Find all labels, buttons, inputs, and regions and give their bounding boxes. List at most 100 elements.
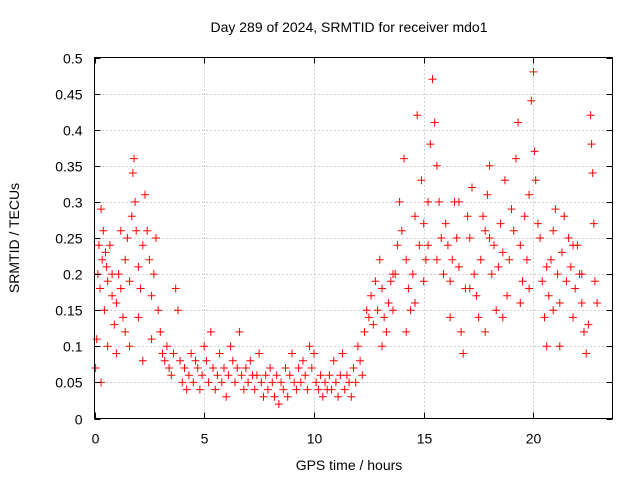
data-point bbox=[584, 320, 593, 329]
data-point bbox=[514, 118, 523, 127]
data-point bbox=[511, 154, 520, 163]
data-point bbox=[360, 327, 369, 336]
y-tick-label: 0.05 bbox=[55, 375, 82, 391]
data-point bbox=[294, 364, 303, 372]
data-point bbox=[119, 313, 127, 322]
data-point bbox=[136, 284, 145, 293]
data-point bbox=[351, 378, 360, 387]
data-point bbox=[362, 306, 371, 315]
data-point bbox=[421, 255, 430, 264]
data-point bbox=[432, 161, 441, 170]
data-point bbox=[255, 349, 264, 358]
data-point bbox=[259, 392, 268, 401]
data-point bbox=[551, 205, 560, 214]
data-point bbox=[380, 313, 389, 322]
data-point bbox=[481, 327, 490, 336]
data-point bbox=[485, 161, 494, 170]
data-point bbox=[134, 313, 143, 322]
data-point bbox=[285, 371, 294, 380]
data-point bbox=[389, 306, 397, 315]
data-point bbox=[147, 335, 156, 344]
data-point bbox=[522, 255, 531, 264]
data-point bbox=[386, 277, 395, 286]
data-point bbox=[222, 392, 231, 401]
data-point bbox=[507, 205, 516, 214]
data-point bbox=[149, 270, 158, 279]
data-point bbox=[454, 197, 463, 206]
data-point bbox=[167, 371, 176, 380]
data-point bbox=[152, 234, 160, 242]
data-point bbox=[353, 342, 362, 351]
data-point bbox=[441, 219, 450, 228]
chart-title: Day 289 of 2024, SRMTID for receiver mdo… bbox=[210, 19, 487, 35]
data-point bbox=[130, 154, 138, 163]
data-point bbox=[470, 270, 479, 279]
data-point bbox=[424, 197, 433, 206]
data-point bbox=[101, 248, 110, 257]
data-point bbox=[593, 299, 602, 307]
data-point bbox=[459, 349, 468, 358]
data-point bbox=[454, 262, 463, 271]
data-point bbox=[446, 313, 455, 322]
data-point bbox=[270, 392, 279, 401]
data-point bbox=[301, 371, 310, 380]
x-tick-label: 10 bbox=[307, 431, 323, 447]
data-point bbox=[134, 262, 143, 271]
data-point bbox=[94, 241, 103, 250]
data-point bbox=[147, 291, 156, 300]
data-point bbox=[191, 356, 200, 365]
y-tick-label: 0.35 bbox=[55, 159, 82, 175]
data-point bbox=[590, 277, 599, 286]
data-point bbox=[154, 306, 163, 315]
data-point bbox=[220, 364, 228, 372]
data-point bbox=[397, 226, 406, 235]
data-point bbox=[169, 349, 178, 358]
data-point bbox=[542, 342, 551, 351]
data-point bbox=[162, 342, 171, 351]
data-point bbox=[555, 299, 564, 307]
data-point bbox=[520, 212, 529, 221]
data-point bbox=[158, 349, 167, 358]
data-point bbox=[178, 378, 187, 387]
data-point bbox=[448, 255, 457, 264]
data-point bbox=[485, 234, 494, 242]
data-point bbox=[138, 241, 147, 250]
x-tick-label: 5 bbox=[201, 431, 209, 447]
data-point bbox=[244, 378, 253, 387]
data-point bbox=[411, 212, 419, 221]
data-point bbox=[569, 313, 577, 322]
data-point bbox=[252, 371, 261, 380]
data-point bbox=[435, 197, 444, 206]
data-point bbox=[105, 241, 114, 250]
data-point bbox=[141, 190, 149, 199]
x-tick-label: 0 bbox=[92, 431, 100, 447]
data-point bbox=[334, 392, 343, 401]
data-point bbox=[321, 378, 329, 387]
data-point bbox=[283, 392, 292, 401]
data-point bbox=[327, 385, 336, 394]
data-point bbox=[116, 226, 125, 235]
data-point bbox=[108, 291, 117, 300]
data-point bbox=[224, 371, 233, 380]
data-point bbox=[173, 306, 182, 315]
data-point bbox=[402, 255, 411, 264]
y-tick-label: 0.3 bbox=[63, 195, 83, 211]
y-tick-label: 0 bbox=[75, 412, 83, 428]
data-point bbox=[542, 262, 551, 271]
data-point bbox=[373, 306, 382, 315]
data-point bbox=[125, 277, 134, 286]
data-point bbox=[263, 385, 272, 394]
data-point bbox=[395, 197, 404, 206]
data-point bbox=[472, 291, 481, 300]
data-point bbox=[437, 234, 446, 242]
data-point bbox=[540, 313, 549, 322]
y-tick-label: 0.1 bbox=[63, 339, 83, 355]
data-point bbox=[538, 277, 547, 286]
data-point bbox=[288, 349, 296, 358]
data-point bbox=[562, 277, 571, 286]
data-point bbox=[402, 327, 411, 336]
x-axis-label: GPS time / hours bbox=[296, 457, 403, 473]
data-point bbox=[296, 378, 305, 387]
data-point bbox=[316, 371, 325, 380]
